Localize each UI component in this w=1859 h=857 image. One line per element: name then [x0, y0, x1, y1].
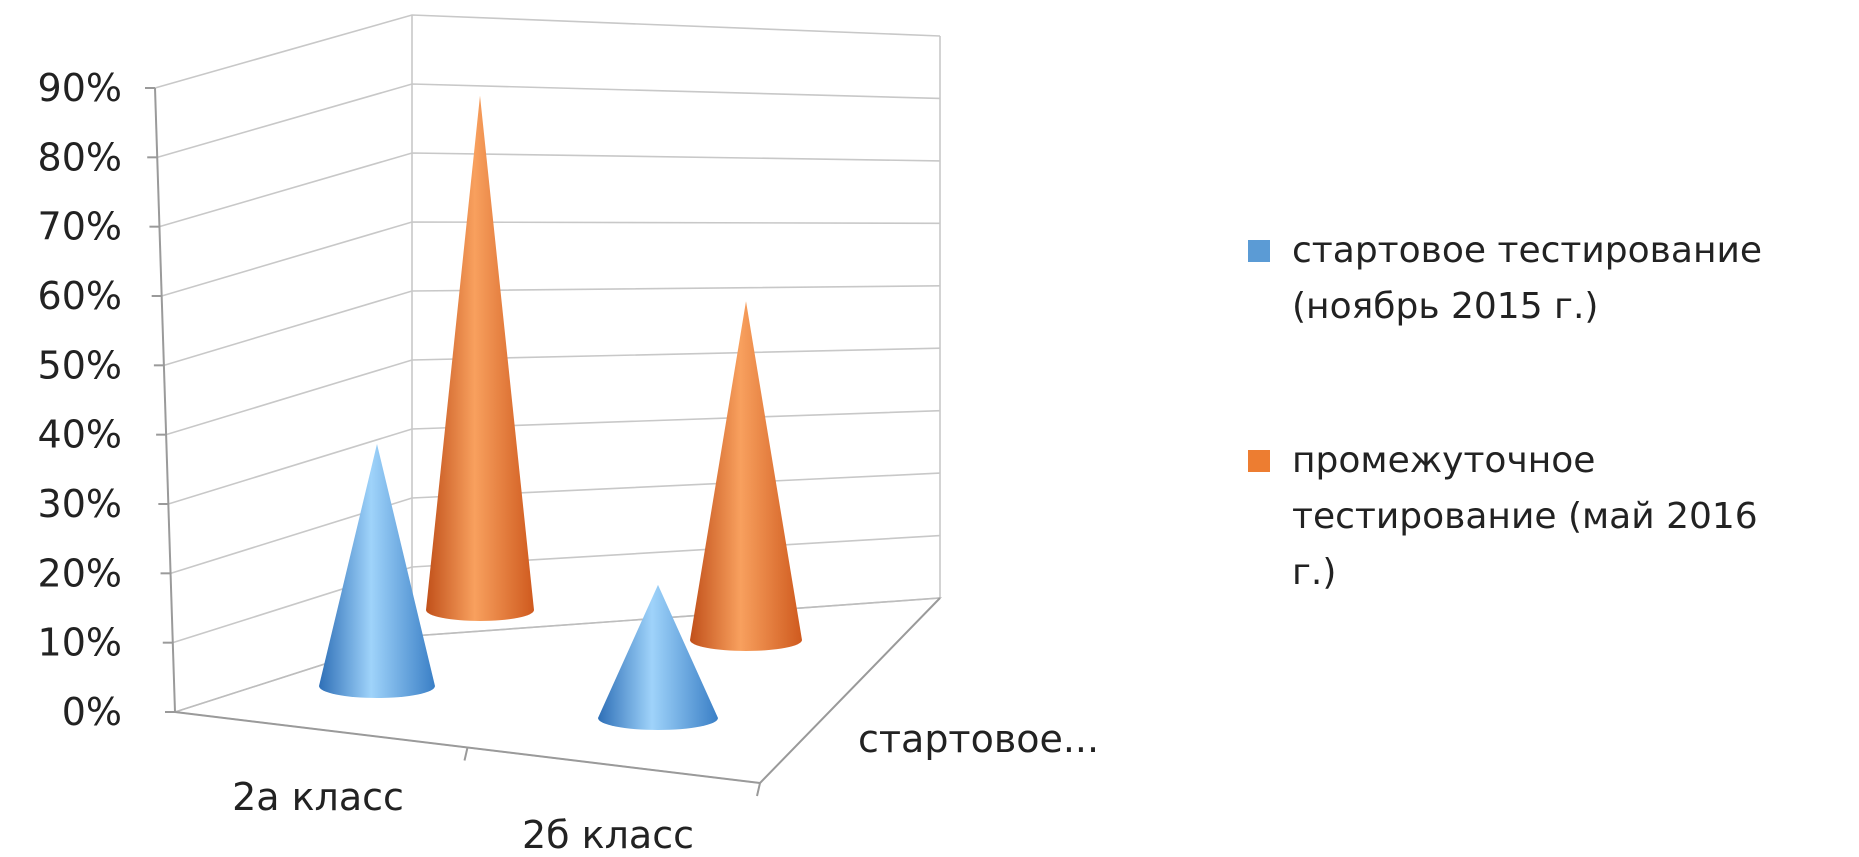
legend-label-line: тестирование (май 2016	[1292, 496, 1758, 537]
legend: стартовое тестирование (ноябрь 2015 г.) пр…	[1248, 230, 1762, 593]
cone-series-1	[598, 584, 718, 730]
x-tick	[463, 747, 469, 761]
y-tick-label: 20%	[38, 551, 122, 595]
cone-series-2	[690, 301, 802, 651]
legend-swatch	[1248, 240, 1270, 262]
cone-series-1	[319, 444, 435, 698]
legend-label: промежуточное тестирование (май 2016 г.)	[1292, 440, 1758, 593]
y-axis-line	[154, 87, 176, 713]
x-tick-label: 2а класс	[232, 775, 404, 819]
gridline	[163, 284, 941, 367]
x-tick	[756, 782, 761, 797]
y-tick-label: 80%	[38, 135, 122, 179]
gridline	[157, 83, 941, 159]
gridline	[161, 221, 941, 297]
y-tick-label: 40%	[38, 413, 122, 457]
y-tick-label: 0%	[62, 690, 122, 734]
legend-label: стартовое тестирование (ноябрь 2015 г.)	[1292, 230, 1762, 327]
y-tick-label: 30%	[38, 482, 122, 526]
y-tick-label: 70%	[38, 205, 122, 249]
gridline	[165, 347, 941, 436]
gridline	[154, 14, 941, 89]
legend-item: стартовое тестирование (ноябрь 2015 г.)	[1248, 230, 1762, 327]
legend-label-line: стартовое тестирование	[1292, 230, 1762, 271]
gridline	[172, 534, 941, 644]
legend-label-line: промежуточное	[1292, 440, 1595, 481]
cone-series-2	[426, 95, 534, 621]
cone-body	[598, 584, 718, 730]
legend-swatch	[1248, 450, 1270, 472]
gridline	[168, 409, 941, 505]
x-tick-label: 2б класс	[522, 813, 694, 857]
cone-body	[426, 95, 534, 621]
depth-axis-line	[759, 597, 941, 784]
y-tick-label: 60%	[38, 274, 122, 318]
axes-layer	[145, 87, 943, 797]
legend-item: промежуточное тестирование (май 2016 г.)	[1248, 440, 1758, 593]
cone-body	[319, 444, 435, 698]
grid-layer	[154, 14, 941, 713]
labels-layer: 0% 10% 20% 30% 40% 50% 60% 70% 80% 90% 2а класс 2б …	[38, 66, 1100, 857]
y-tick-label: 90%	[38, 66, 122, 110]
gridline	[174, 597, 941, 713]
legend-label-line: (ноябрь 2015 г.)	[1292, 286, 1598, 327]
y-tick-label: 50%	[38, 343, 122, 387]
cone-body	[690, 301, 802, 651]
depth-axis-label: стартовое...	[858, 717, 1099, 761]
floor	[174, 597, 943, 784]
legend-label-line: г.)	[1292, 552, 1336, 593]
cones-layer	[319, 95, 802, 730]
y-tick-label: 10%	[38, 621, 122, 665]
gridline	[159, 152, 941, 228]
